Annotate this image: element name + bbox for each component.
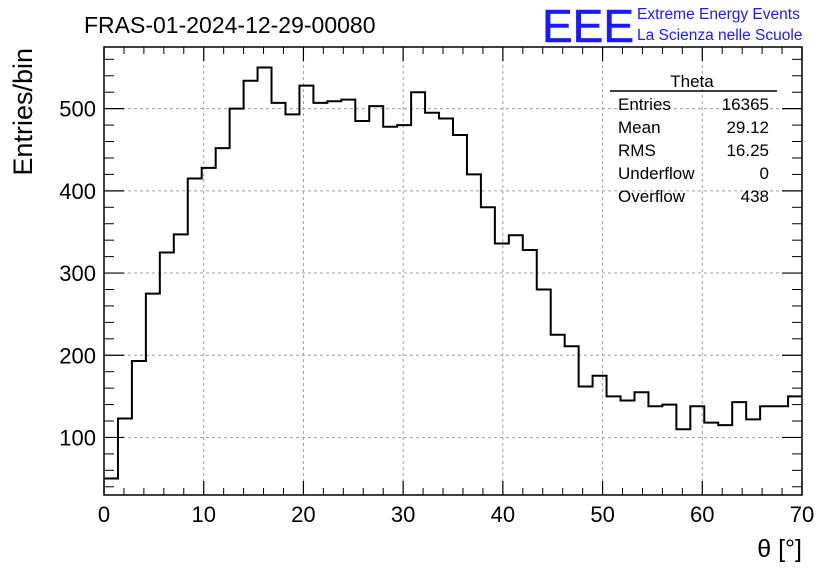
stats-box: Theta Entries 16365 Mean 29.12 RMS 16.25 Under… xyxy=(610,72,777,206)
histogram-bin xyxy=(732,402,746,495)
histogram-bin xyxy=(551,335,565,495)
histogram-bin xyxy=(495,243,509,495)
histogram-bin xyxy=(537,289,551,495)
histogram-bin xyxy=(565,346,579,495)
run-title: FRAS-01-2024-12-29-00080 xyxy=(84,12,376,38)
histogram-bin xyxy=(774,406,788,495)
histogram-bin xyxy=(634,392,648,495)
histogram-bin xyxy=(216,148,230,495)
histogram-bin xyxy=(509,235,523,495)
histogram-bin xyxy=(341,100,355,495)
histogram-bin xyxy=(397,125,411,495)
stats-rows: Entries 16365 Mean 29.12 RMS 16.25 Underflow 0 O… xyxy=(618,95,769,206)
histogram-bin xyxy=(369,106,383,495)
histogram-bin xyxy=(272,103,286,495)
x-tick-label: 0 xyxy=(98,502,110,527)
histogram-bin xyxy=(313,103,327,495)
histogram-bin xyxy=(118,419,132,495)
histogram-bin xyxy=(676,429,690,495)
y-tick-label: 300 xyxy=(59,261,96,286)
histogram-bin xyxy=(439,119,453,495)
histogram-bin xyxy=(202,168,216,495)
y-tick-label: 500 xyxy=(59,97,96,122)
project-name: Extreme Energy Events xyxy=(637,6,800,23)
tick-labels: 0 10 20 30 40 50 60 70 100 200 300 400 500 xyxy=(59,97,814,527)
histogram-bin xyxy=(327,101,341,495)
histogram-bin xyxy=(788,396,802,495)
histogram-bin xyxy=(746,419,760,495)
stats-value: 16365 xyxy=(722,95,769,114)
y-axis-label: Entries/bin xyxy=(8,48,38,176)
stats-value: 0 xyxy=(760,164,769,183)
histogram-bin xyxy=(299,86,313,495)
stats-label: Underflow xyxy=(618,164,695,183)
stats-value: 438 xyxy=(741,187,769,206)
x-tick-label: 70 xyxy=(790,502,814,527)
histogram-bin xyxy=(104,479,118,495)
histogram-bin xyxy=(258,68,272,495)
stats-label: RMS xyxy=(618,141,656,160)
x-tick-label: 20 xyxy=(291,502,315,527)
histogram-bin xyxy=(355,121,369,495)
histogram-bin xyxy=(607,396,621,495)
stats-label: Overflow xyxy=(618,187,686,206)
x-tick-label: 10 xyxy=(191,502,215,527)
histogram-bin xyxy=(481,207,495,495)
histogram-bin xyxy=(132,361,146,495)
stats-label: Entries xyxy=(618,95,671,114)
histogram-bin xyxy=(621,400,635,495)
histogram-bin xyxy=(285,114,299,495)
x-tick-label: 50 xyxy=(590,502,614,527)
histogram-bin xyxy=(648,406,662,495)
histogram-bin xyxy=(230,109,244,495)
stats-value: 29.12 xyxy=(726,118,769,137)
histogram-bin xyxy=(146,294,160,495)
histogram-bin xyxy=(425,113,439,495)
histogram-bin xyxy=(704,423,718,495)
x-tick-label: 40 xyxy=(491,502,515,527)
histogram-bin xyxy=(579,386,593,495)
stats-value: 16.25 xyxy=(726,141,769,160)
histogram-bin xyxy=(523,250,537,495)
eee-logo: EEE xyxy=(542,0,634,52)
plot-frame xyxy=(103,46,803,496)
histogram-bin xyxy=(160,253,174,495)
y-tick-label: 400 xyxy=(59,179,96,204)
stats-title: Theta xyxy=(670,72,714,91)
histogram-bin xyxy=(467,174,481,495)
histogram-bin xyxy=(244,81,258,495)
histogram-bin xyxy=(411,92,425,495)
histogram-bin xyxy=(174,234,188,495)
histogram-bin xyxy=(188,179,202,495)
histogram-bin xyxy=(662,405,676,495)
x-axis-label: θ [°] xyxy=(757,535,802,563)
stats-label: Mean xyxy=(618,118,661,137)
grid-lines xyxy=(104,47,802,495)
y-tick-label: 100 xyxy=(59,425,96,450)
histogram-bin xyxy=(760,406,774,495)
histogram-outline xyxy=(104,66,802,480)
histogram-bin xyxy=(718,425,732,495)
axis-ticks xyxy=(103,47,803,495)
project-subtitle: La Scienza nelle Scuole xyxy=(637,27,802,44)
histogram-bin xyxy=(690,406,704,495)
x-tick-label: 60 xyxy=(690,502,714,527)
x-tick-label: 30 xyxy=(391,502,415,527)
histogram-bin xyxy=(593,376,607,495)
y-tick-label: 200 xyxy=(59,343,96,368)
histogram-bin xyxy=(383,127,397,495)
histogram-bin xyxy=(453,135,467,495)
